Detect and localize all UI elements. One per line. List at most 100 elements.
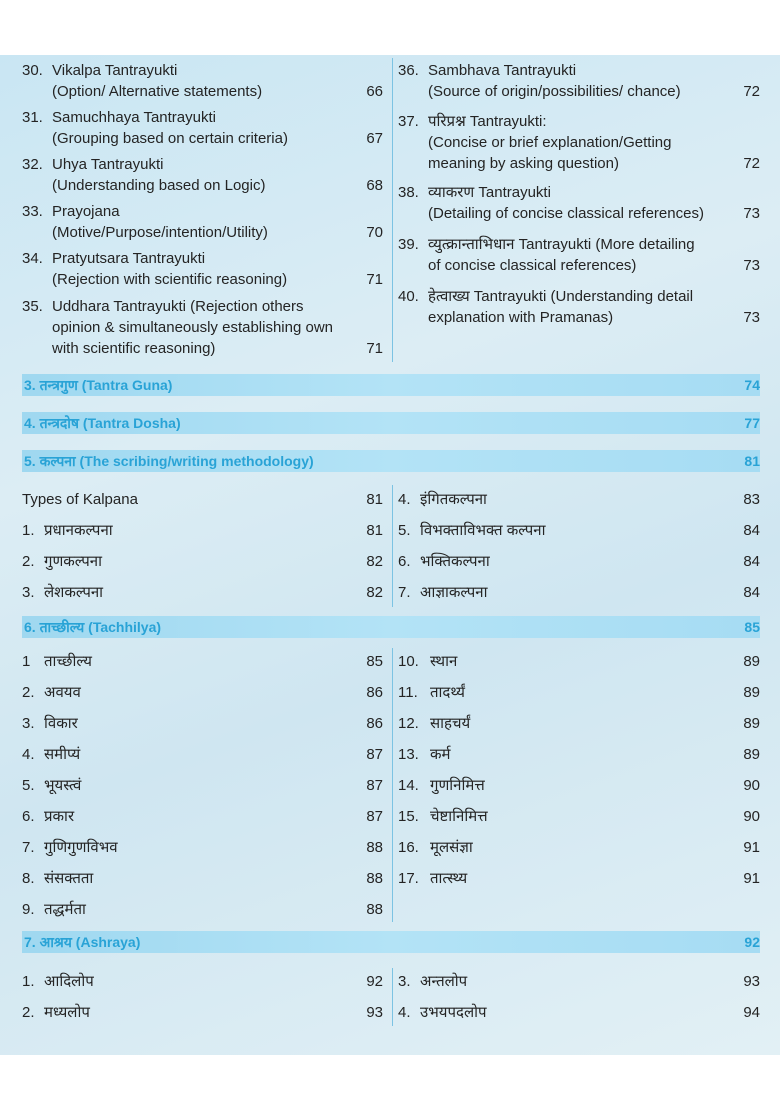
entry-page-number: 89	[743, 653, 760, 670]
entry-number: 1.	[22, 973, 35, 990]
entry-text: ताच्छील्य	[44, 653, 92, 670]
entry-number: 5.	[398, 522, 411, 539]
entry-number: 32.	[22, 156, 43, 173]
entry-number: 1.	[22, 522, 35, 539]
contents-page: 30. Vikalpa Tantrayukti (Option/ Alternati…	[0, 55, 780, 1055]
section-page-number: 92	[744, 934, 760, 950]
entry-text: भूयस्त्वं	[44, 777, 82, 794]
entry-text-line: opinion & simultaneously establishing ow…	[52, 319, 334, 336]
entry-text: साहचर्यं	[430, 715, 471, 732]
section-title: 3. तन्त्रगुण (Tantra Guna)	[24, 377, 173, 393]
section-title: 4. तन्त्रदोष (Tantra Dosha)	[24, 415, 181, 431]
entry-text: मूलसंज्ञा	[430, 839, 473, 856]
entry-text: लेशकल्पना	[44, 584, 104, 601]
entry-text: संसक्तता	[44, 870, 94, 887]
column-divider	[392, 58, 393, 362]
entry-text-line: Uddhara Tantrayukti (Rejection others	[52, 298, 304, 315]
entry-page-number: 72	[743, 83, 760, 100]
column-divider	[392, 968, 393, 1026]
entry-number: 4.	[398, 1004, 411, 1021]
entry-page-number: 93	[366, 1004, 383, 1021]
entry-page-number: 73	[743, 205, 760, 222]
entry-text-line: (Motive/Purpose/intention/Utility)	[52, 224, 268, 241]
entry-number: 12.	[398, 715, 419, 732]
entry-number: 9.	[22, 901, 35, 918]
entry-page-number: 68	[366, 177, 383, 194]
entry-page-number: 89	[743, 715, 760, 732]
entry-text: आज्ञाकल्पना	[420, 584, 488, 601]
entry-text: चेष्टानिमित्त	[430, 808, 488, 825]
entry-text: Types of Kalpana	[22, 491, 138, 508]
entry-number: 2.	[22, 553, 35, 570]
entry-number: 17.	[398, 870, 419, 887]
entry-number: 2.	[22, 1004, 35, 1021]
entry-text-line: Uhya Tantrayukti	[52, 156, 164, 173]
entry-page-number: 84	[743, 584, 760, 601]
entry-text-line: Samuchhaya Tantrayukti	[52, 109, 216, 126]
section-page-number: 74	[744, 377, 760, 393]
entry-text: समीप्यं	[44, 746, 81, 763]
entry-page-number: 88	[366, 901, 383, 918]
entry-page-number: 86	[366, 684, 383, 701]
section-heading-bar[interactable]: 3. तन्त्रगुण (Tantra Guna) 74	[22, 374, 760, 396]
entry-page-number: 82	[366, 553, 383, 570]
entry-text: अवयव	[44, 684, 81, 701]
entry-page-number: 88	[366, 839, 383, 856]
entry-page-number: 87	[366, 746, 383, 763]
entry-number: 31.	[22, 109, 43, 126]
entry-text: प्रधानकल्पना	[44, 522, 113, 539]
entry-text: अन्तलोप	[420, 973, 468, 990]
entry-text-line: explanation with Pramanas)	[428, 309, 614, 326]
entry-number: 4.	[22, 746, 35, 763]
entry-text: तद्धर्मता	[44, 901, 86, 918]
entry-number: 16.	[398, 839, 419, 856]
entry-page-number: 82	[366, 584, 383, 601]
entry-number: 8.	[22, 870, 35, 887]
entry-text: विकार	[44, 715, 78, 732]
entry-page-number: 92	[366, 973, 383, 990]
entry-number: 3.	[22, 584, 35, 601]
entry-text-line: (Grouping based on certain criteria)	[52, 130, 288, 147]
entry-page-number: 66	[366, 83, 383, 100]
entry-page-number: 91	[743, 870, 760, 887]
section-heading-bar[interactable]: 4. तन्त्रदोष (Tantra Dosha) 77	[22, 412, 760, 434]
entry-number: 30.	[22, 62, 43, 79]
entry-text: तात्स्थ्य	[430, 870, 468, 887]
entry-text-line: of concise classical references)	[428, 257, 637, 274]
section-page-number: 77	[744, 415, 760, 431]
entry-text-line: (Option/ Alternative statements)	[52, 83, 263, 100]
entry-page-number: 83	[743, 491, 760, 508]
entry-text-line: (Concise or brief explanation/Getting	[428, 134, 672, 151]
section-page-number: 81	[744, 453, 760, 469]
section-title: 7. आश्रय (Ashraya)	[24, 934, 141, 950]
entry-page-number: 84	[743, 522, 760, 539]
entry-text: गुणनिमित्त	[430, 777, 485, 794]
entry-number: 2.	[22, 684, 35, 701]
entry-number: 4.	[398, 491, 411, 508]
entry-number: 36.	[398, 62, 419, 79]
entry-number: 11.	[398, 684, 418, 701]
entry-page-number: 89	[743, 746, 760, 763]
entry-number: 35.	[22, 298, 43, 315]
entry-text-line: व्याकरण Tantrayukti	[428, 184, 551, 201]
entry-text-line: Vikalpa Tantrayukti	[52, 62, 178, 79]
entry-text: इंगितकल्पना	[420, 491, 487, 508]
entry-number: 6.	[22, 808, 35, 825]
entry-number: 6.	[398, 553, 411, 570]
section-heading-bar[interactable]: 7. आश्रय (Ashraya) 92	[22, 931, 760, 953]
entry-number: 7.	[398, 584, 411, 601]
entry-text-line: व्युत्क्रान्ताभिधान Tantrayukti (More de…	[428, 236, 695, 253]
section-heading-bar[interactable]: 6. ताच्छील्य (Tachhilya) 85	[22, 616, 760, 638]
entry-text: कर्म	[430, 746, 451, 763]
entry-text-line: (Detailing of concise classical referenc…	[428, 205, 704, 222]
entry-text: आदिलोप	[44, 973, 94, 990]
section-heading-bar[interactable]: 5. कल्पना (The scribing/writing methodol…	[22, 450, 760, 472]
entry-page-number: 73	[743, 257, 760, 274]
column-divider	[392, 485, 393, 607]
entry-text: स्थान	[430, 653, 458, 670]
entry-text: गुणकल्पना	[44, 553, 102, 570]
entry-number: 14.	[398, 777, 419, 794]
entry-text: विभक्ताविभक्त कल्पना	[420, 522, 546, 539]
entry-text: गुणिगुणविभव	[44, 839, 118, 856]
entry-page-number: 94	[743, 1004, 760, 1021]
